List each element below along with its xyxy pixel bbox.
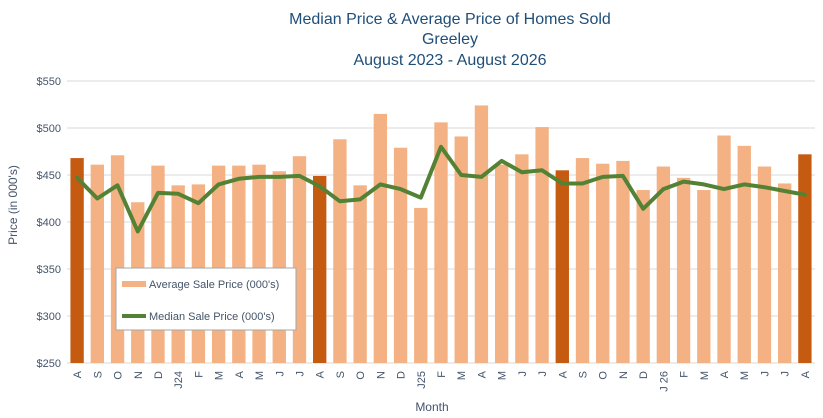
bar (575, 158, 590, 363)
bar (70, 158, 84, 363)
y-axis-title: Price (in 000's) (6, 165, 20, 245)
chart-title-line-3: August 2023 - August 2026 (353, 52, 546, 69)
legend-label-average: Average Sale Price (000's) (149, 279, 279, 291)
bar (535, 127, 549, 363)
bar (474, 105, 489, 363)
x-tick-label: D (396, 371, 408, 379)
chart-title-line-1: Median Price & Average Price of Homes So… (289, 11, 611, 28)
y-tick-label: $400 (37, 217, 61, 229)
y-axis-ticks: $250 $300 $350 $400 $450 $500 $550 (37, 76, 61, 370)
x-tick-label: M (254, 371, 266, 380)
x-tick-label: J (517, 371, 529, 377)
x-tick-label: J25 (416, 371, 428, 389)
bar (798, 154, 812, 363)
x-tick-label: F (193, 371, 205, 378)
x-tick-label: S (578, 371, 590, 378)
chart-title: Median Price & Average Price of Homes So… (289, 11, 611, 69)
x-tick-label: N (133, 371, 145, 379)
bar (393, 147, 408, 363)
x-tick-label: J (274, 371, 286, 377)
y-tick-label: $350 (37, 264, 61, 276)
x-tick-label: A (557, 370, 569, 378)
bar (414, 207, 428, 363)
bar (292, 156, 307, 363)
bar (494, 164, 509, 363)
bar (353, 185, 367, 363)
x-tick-label: J (780, 371, 792, 377)
y-tick-label: $450 (37, 170, 61, 182)
x-tick-label: M (497, 371, 509, 380)
bar (737, 145, 751, 363)
bar-series (70, 105, 812, 364)
legend-swatch-average (122, 281, 146, 287)
y-tick-label: $550 (37, 76, 61, 88)
bar (636, 190, 650, 363)
bar (697, 190, 711, 363)
bar (333, 139, 347, 363)
bar (596, 163, 610, 363)
median-line (75, 144, 807, 234)
x-axis-title: Month (415, 400, 448, 414)
x-tick-label: F (679, 371, 691, 378)
x-tick-label: A (719, 370, 731, 378)
bar (313, 175, 327, 363)
x-tick-label: O (598, 371, 610, 380)
x-tick-label: M (699, 371, 711, 380)
chart-title-line-2: Greeley (422, 31, 478, 48)
x-tick-label: F (436, 371, 448, 378)
y-tick-label: $300 (37, 311, 61, 323)
x-tick-label: J24 (173, 371, 185, 389)
bar (515, 154, 529, 363)
x-tick-label: A (234, 370, 246, 378)
x-tick-label: M (214, 371, 226, 380)
x-tick-label: A (72, 370, 84, 378)
x-tick-label: S (92, 371, 104, 378)
x-axis-ticks: A S O N D J24 F M A M J J A S O N D J25 F M A M J J A S O N D J 26 F M A… (72, 370, 812, 391)
line-series (75, 144, 807, 234)
y-tick-label: $250 (37, 358, 61, 370)
x-tick-label: A (315, 370, 327, 378)
bar (272, 171, 286, 363)
bar (434, 122, 448, 363)
bar (90, 164, 104, 363)
x-tick-label: N (375, 371, 387, 379)
x-tick-label: D (153, 371, 165, 379)
x-tick-label: J 26 (658, 371, 670, 392)
bar (676, 177, 691, 363)
bar (454, 136, 468, 363)
bar (252, 164, 266, 363)
x-tick-label: A (476, 370, 488, 378)
x-tick-label: A (800, 370, 812, 378)
x-tick-label: O (355, 371, 367, 380)
bar (656, 166, 671, 363)
x-tick-label: N (618, 371, 630, 379)
x-tick-label: M (456, 371, 468, 380)
x-tick-label: D (638, 371, 650, 379)
bar (211, 165, 226, 363)
bar (232, 165, 246, 363)
x-tick-label: J (759, 371, 771, 377)
x-tick-label: S (335, 371, 347, 378)
bar (778, 183, 792, 363)
bar (757, 166, 772, 363)
x-tick-label: J (294, 371, 306, 377)
bar (555, 170, 569, 363)
bar (373, 113, 388, 364)
x-tick-label: J (537, 371, 549, 377)
legend-label-median: Median Sale Price (000's) (149, 311, 275, 323)
x-tick-label: M (739, 371, 751, 380)
bar (616, 160, 630, 363)
bar (717, 135, 731, 363)
x-tick-label: O (113, 371, 125, 380)
legend-box (115, 267, 297, 331)
y-tick-label: $500 (37, 123, 61, 135)
legend: Average Sale Price (000's) Median Sale P… (115, 267, 297, 331)
